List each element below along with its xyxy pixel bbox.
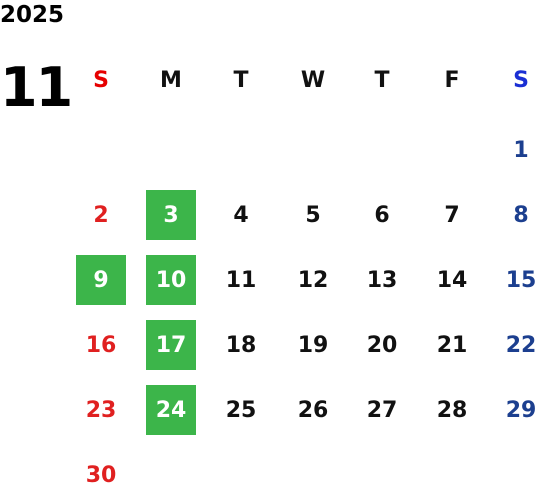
day-cell-20[interactable]: 20 bbox=[366, 332, 398, 358]
day-cell-8[interactable]: 8 bbox=[513, 202, 529, 228]
day-cell-18[interactable]: 18 bbox=[225, 332, 257, 358]
day-cell-21[interactable]: 21 bbox=[436, 332, 468, 358]
day-cell-16[interactable]: 16 bbox=[85, 332, 117, 358]
day-cell-17[interactable]: 17 bbox=[146, 320, 196, 370]
day-cell-5[interactable]: 5 bbox=[305, 202, 321, 228]
day-cell-9[interactable]: 9 bbox=[76, 255, 126, 305]
year-label: 2025 bbox=[0, 2, 65, 28]
weekday-header-sat: S bbox=[513, 67, 529, 93]
day-cell-10[interactable]: 10 bbox=[146, 255, 196, 305]
day-cell-29[interactable]: 29 bbox=[505, 397, 537, 423]
day-cell-28[interactable]: 28 bbox=[436, 397, 468, 423]
day-cell-12[interactable]: 12 bbox=[297, 267, 329, 293]
weekday-header-fri: F bbox=[444, 67, 460, 93]
day-cell-11[interactable]: 11 bbox=[225, 267, 257, 293]
weekday-header-sun: S bbox=[93, 67, 109, 93]
day-cell-3[interactable]: 3 bbox=[146, 190, 196, 240]
weekday-header-thu: T bbox=[374, 67, 390, 93]
day-cell-1[interactable]: 1 bbox=[513, 137, 529, 163]
weekday-header-wed: W bbox=[300, 67, 326, 93]
day-cell-24[interactable]: 24 bbox=[146, 385, 196, 435]
day-cell-7[interactable]: 7 bbox=[444, 202, 460, 228]
day-cell-15[interactable]: 15 bbox=[505, 267, 537, 293]
day-cell-26[interactable]: 26 bbox=[297, 397, 329, 423]
weekday-header-tue: T bbox=[233, 67, 249, 93]
day-cell-19[interactable]: 19 bbox=[297, 332, 329, 358]
day-cell-22[interactable]: 22 bbox=[505, 332, 537, 358]
day-cell-6[interactable]: 6 bbox=[374, 202, 390, 228]
day-cell-27[interactable]: 27 bbox=[366, 397, 398, 423]
day-cell-30[interactable]: 30 bbox=[85, 462, 117, 488]
month-label: 11 bbox=[0, 56, 73, 119]
day-cell-14[interactable]: 14 bbox=[436, 267, 468, 293]
weekday-header-mon: M bbox=[160, 67, 182, 93]
day-cell-13[interactable]: 13 bbox=[366, 267, 398, 293]
day-cell-4[interactable]: 4 bbox=[233, 202, 249, 228]
day-cell-23[interactable]: 23 bbox=[85, 397, 117, 423]
day-cell-2[interactable]: 2 bbox=[93, 202, 109, 228]
day-cell-25[interactable]: 25 bbox=[225, 397, 257, 423]
